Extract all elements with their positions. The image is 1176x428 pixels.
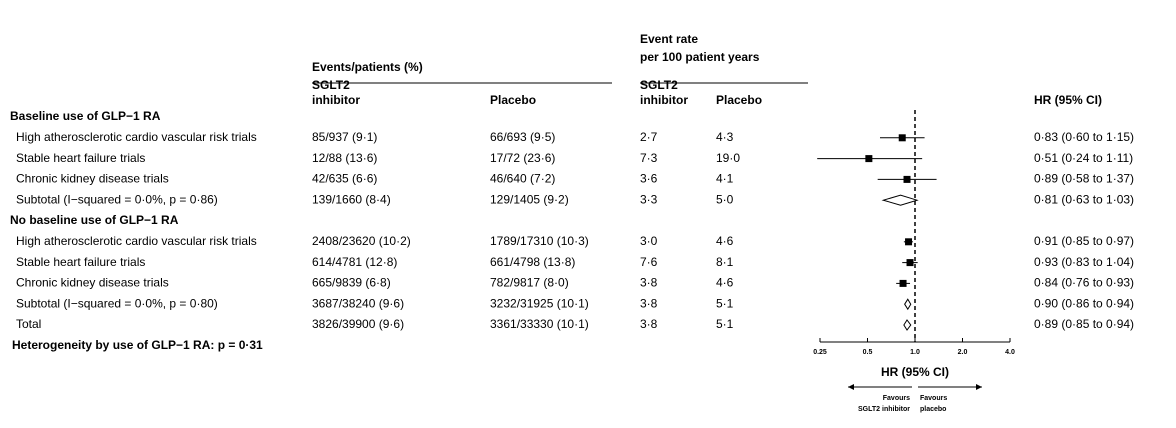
events-placebo: 66/693 (9·5) [490,130,555,144]
row-label: High atherosclerotic cardio vascular ris… [16,130,257,144]
x-tick-label: 2.0 [958,349,968,356]
column-title: per 100 patient years [640,50,760,64]
favours-label: Favours [920,395,947,402]
rate-placebo: 5·0 [716,192,734,206]
events-sglt2: 665/9839 (6·8) [312,276,391,290]
events-sglt2: 12/88 (13·6) [312,151,377,165]
summary-diamond [904,298,912,311]
section-label: Baseline use of GLP−1 RA [10,109,161,123]
rate-sglt2: 7·3 [640,151,658,165]
rate-sglt2: 2·7 [640,130,658,144]
hr-label: 0·83 (0·60 to 1·15) [1034,130,1134,144]
events-sglt2: 85/937 (9·1) [312,130,377,144]
hr-label: 0·89 (0·58 to 1·37) [1034,172,1134,186]
row-label: Stable heart failure trials [16,255,145,269]
favours-label: placebo [920,406,946,413]
section-label: No baseline use of GLP−1 RA [10,213,179,227]
rate-sglt2: 3·6 [640,172,658,186]
hr-label: 0·84 (0·76 to 0·93) [1034,276,1134,290]
events-placebo: 3232/31925 (10·1) [490,296,589,310]
rate-sglt2: 3·8 [640,296,658,310]
x-axis-title: HR (95% CI) [881,365,949,379]
events-placebo: 17/72 (23·6) [490,151,555,165]
row-label: Subtotal (I−squared = 0·0%, p = 0·86) [16,192,218,206]
row-label: Chronic kidney disease trials [16,172,169,186]
events-sglt2: 3826/39900 (9·6) [312,317,404,331]
events-sglt2: 139/1660 (8·4) [312,192,391,206]
rate-placebo: 8·1 [716,255,734,269]
summary-diamond [903,319,912,331]
hr-label: 0·93 (0·83 to 1·04) [1034,255,1134,269]
events-placebo: 129/1405 (9·2) [490,192,569,206]
column-header: inhibitor [640,93,688,107]
hr-label: 0·91 (0·85 to 0·97) [1034,234,1134,248]
row-label: Subtotal (I−squared = 0·0%, p = 0·80) [16,296,218,310]
rate-placebo: 19·0 [716,151,740,165]
hr-label: 0·51 (0·24 to 1·11) [1034,151,1133,165]
x-tick-label: 1.0 [910,349,920,356]
rate-placebo: 4·1 [716,172,734,186]
events-placebo: 46/640 (7·2) [490,172,555,186]
events-sglt2: 2408/23620 (10·2) [312,234,411,248]
column-title: Event rate [640,32,698,46]
rate-placebo: 4·3 [716,130,734,144]
column-header: SGLT2 [312,78,350,92]
column-header: SGLT2 [640,78,678,92]
favours-label: Favours [883,395,910,402]
events-placebo: 661/4798 (13·8) [490,255,575,269]
point-estimate [905,238,913,246]
point-estimate [903,175,911,183]
hr-label: 0·81 (0·63 to 1·03) [1034,192,1134,206]
arrow-head [848,384,854,390]
column-header: inhibitor [312,93,360,107]
row-label: Total [16,317,41,331]
footnote: Heterogeneity by use of GLP−1 RA: p = 0·… [12,338,263,352]
rate-placebo: 5·1 [716,317,734,331]
x-tick-label: 0.25 [813,349,827,356]
rate-placebo: 5·1 [716,296,734,310]
point-estimate [865,155,873,163]
rate-sglt2: 3·8 [640,276,658,290]
rate-placebo: 4·6 [716,234,734,248]
rate-sglt2: 3·8 [640,317,658,331]
rate-placebo: 4·6 [716,276,734,290]
row-label: Chronic kidney disease trials [16,276,169,290]
point-estimate [898,134,906,142]
events-sglt2: 614/4781 (12·8) [312,255,397,269]
events-placebo: 1789/17310 (10·3) [490,234,589,248]
rate-sglt2: 3·0 [640,234,658,248]
column-header: HR (95% CI) [1034,93,1102,107]
events-sglt2: 3687/38240 (9·6) [312,296,404,310]
x-tick-label: 4.0 [1005,349,1015,356]
events-sglt2: 42/635 (6·6) [312,172,377,186]
point-estimate [906,259,914,267]
hr-label: 0·90 (0·86 to 0·94) [1034,296,1134,310]
column-header: Placebo [716,93,762,107]
rate-sglt2: 3·3 [640,192,658,206]
hr-label: 0·89 (0·85 to 0·94) [1034,317,1134,331]
favours-label: SGLT2 inhibitor [858,406,910,413]
rate-sglt2: 7·6 [640,255,658,269]
column-title: Events/patients (%) [312,60,423,74]
summary-diamond [881,194,919,206]
events-placebo: 782/9817 (8·0) [490,276,569,290]
x-tick-label: 0.5 [863,349,873,356]
point-estimate [899,279,907,287]
events-placebo: 3361/33330 (10·1) [490,317,589,331]
row-label: High atherosclerotic cardio vascular ris… [16,234,257,248]
column-header: Placebo [490,93,536,107]
row-label: Stable heart failure trials [16,151,145,165]
arrow-head [976,384,982,390]
